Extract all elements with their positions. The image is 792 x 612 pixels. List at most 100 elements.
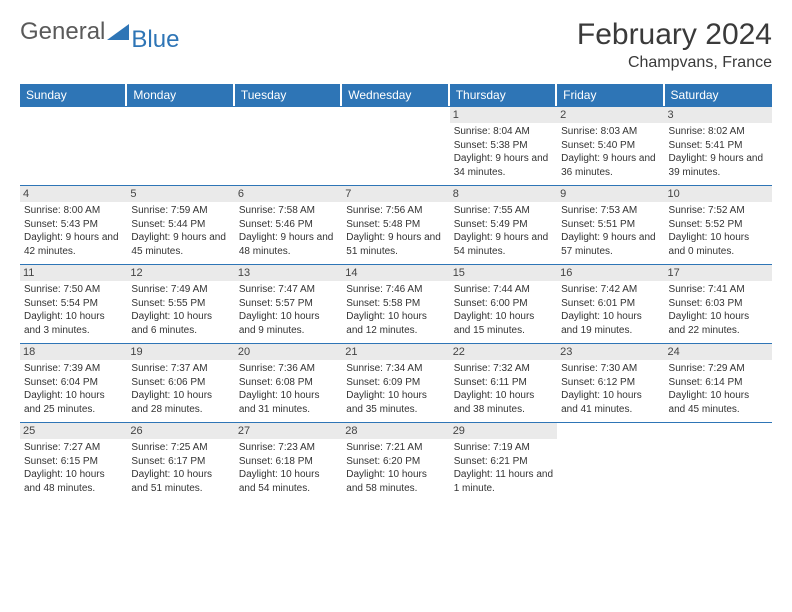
calendar-cell: 7Sunrise: 7:56 AMSunset: 5:48 PMDaylight… <box>342 185 449 264</box>
sunrise-line: Sunrise: 7:46 AM <box>346 283 445 297</box>
day-number: 28 <box>342 423 449 439</box>
sunrise-line: Sunrise: 7:44 AM <box>454 283 553 297</box>
day-number: 22 <box>450 344 557 360</box>
sunset-line: Sunset: 6:18 PM <box>239 455 338 469</box>
sunrise-line: Sunrise: 7:37 AM <box>131 362 230 376</box>
calendar-cell: . <box>342 106 449 185</box>
calendar-cell: 17Sunrise: 7:41 AMSunset: 6:03 PMDayligh… <box>665 264 772 343</box>
daylight-line: Daylight: 10 hours and 22 minutes. <box>669 310 768 337</box>
day-number: 11 <box>20 265 127 281</box>
calendar-cell: 6Sunrise: 7:58 AMSunset: 5:46 PMDaylight… <box>235 185 342 264</box>
daylight-line: Daylight: 10 hours and 38 minutes. <box>454 389 553 416</box>
sunrise-line: Sunrise: 7:25 AM <box>131 441 230 455</box>
day-number: 12 <box>127 265 234 281</box>
sunset-line: Sunset: 6:04 PM <box>24 376 123 390</box>
daylight-line: Daylight: 9 hours and 42 minutes. <box>24 231 123 258</box>
daylight-line: Daylight: 9 hours and 48 minutes. <box>239 231 338 258</box>
daylight-line: Daylight: 9 hours and 45 minutes. <box>131 231 230 258</box>
sunset-line: Sunset: 6:11 PM <box>454 376 553 390</box>
sunrise-line: Sunrise: 7:32 AM <box>454 362 553 376</box>
sunset-line: Sunset: 6:01 PM <box>561 297 660 311</box>
day-number: 15 <box>450 265 557 281</box>
sunset-line: Sunset: 6:00 PM <box>454 297 553 311</box>
weekday-sun: Sunday <box>20 84 127 106</box>
daylight-line: Daylight: 10 hours and 28 minutes. <box>131 389 230 416</box>
day-number: 16 <box>557 265 664 281</box>
calendar-cell: 24Sunrise: 7:29 AMSunset: 6:14 PMDayligh… <box>665 343 772 422</box>
sunset-line: Sunset: 6:03 PM <box>669 297 768 311</box>
daylight-line: Daylight: 9 hours and 54 minutes. <box>454 231 553 258</box>
day-number: 29 <box>450 423 557 439</box>
calendar-cell: 20Sunrise: 7:36 AMSunset: 6:08 PMDayligh… <box>235 343 342 422</box>
daylight-line: Daylight: 9 hours and 57 minutes. <box>561 231 660 258</box>
day-number: 2 <box>557 107 664 123</box>
calendar: Sunday Monday Tuesday Wednesday Thursday… <box>20 84 772 501</box>
sunset-line: Sunset: 6:14 PM <box>669 376 768 390</box>
sunset-line: Sunset: 5:55 PM <box>131 297 230 311</box>
daylight-line: Daylight: 10 hours and 12 minutes. <box>346 310 445 337</box>
day-number: 5 <box>127 186 234 202</box>
sunset-line: Sunset: 5:46 PM <box>239 218 338 232</box>
day-number: 9 <box>557 186 664 202</box>
daylight-line: Daylight: 11 hours and 1 minute. <box>454 468 553 495</box>
day-number: 23 <box>557 344 664 360</box>
sunrise-line: Sunrise: 7:30 AM <box>561 362 660 376</box>
calendar-cell: 1Sunrise: 8:04 AMSunset: 5:38 PMDaylight… <box>450 106 557 185</box>
sunrise-line: Sunrise: 8:02 AM <box>669 125 768 139</box>
daylight-line: Daylight: 10 hours and 0 minutes. <box>669 231 768 258</box>
sunset-line: Sunset: 5:57 PM <box>239 297 338 311</box>
sunrise-line: Sunrise: 7:53 AM <box>561 204 660 218</box>
sunset-line: Sunset: 5:58 PM <box>346 297 445 311</box>
calendar-row: ....1Sunrise: 8:04 AMSunset: 5:38 PMDayl… <box>20 106 772 185</box>
weekday-mon: Monday <box>127 84 234 106</box>
sunrise-line: Sunrise: 8:04 AM <box>454 125 553 139</box>
logo-triangle-icon <box>107 24 129 40</box>
day-number: 4 <box>20 186 127 202</box>
calendar-cell: . <box>665 422 772 501</box>
calendar-cell: 27Sunrise: 7:23 AMSunset: 6:18 PMDayligh… <box>235 422 342 501</box>
logo: General Blue <box>20 18 179 46</box>
calendar-cell: . <box>235 106 342 185</box>
day-number: 8 <box>450 186 557 202</box>
calendar-row: 11Sunrise: 7:50 AMSunset: 5:54 PMDayligh… <box>20 264 772 343</box>
calendar-cell: 3Sunrise: 8:02 AMSunset: 5:41 PMDaylight… <box>665 106 772 185</box>
sunrise-line: Sunrise: 7:42 AM <box>561 283 660 297</box>
daylight-line: Daylight: 10 hours and 9 minutes. <box>239 310 338 337</box>
calendar-cell: 12Sunrise: 7:49 AMSunset: 5:55 PMDayligh… <box>127 264 234 343</box>
sunrise-line: Sunrise: 7:47 AM <box>239 283 338 297</box>
sunset-line: Sunset: 6:12 PM <box>561 376 660 390</box>
sunset-line: Sunset: 6:08 PM <box>239 376 338 390</box>
daylight-line: Daylight: 9 hours and 51 minutes. <box>346 231 445 258</box>
sunset-line: Sunset: 6:20 PM <box>346 455 445 469</box>
daylight-line: Daylight: 10 hours and 48 minutes. <box>24 468 123 495</box>
day-number: 6 <box>235 186 342 202</box>
daylight-line: Daylight: 10 hours and 6 minutes. <box>131 310 230 337</box>
calendar-cell: 19Sunrise: 7:37 AMSunset: 6:06 PMDayligh… <box>127 343 234 422</box>
calendar-cell: 8Sunrise: 7:55 AMSunset: 5:49 PMDaylight… <box>450 185 557 264</box>
daylight-line: Daylight: 10 hours and 3 minutes. <box>24 310 123 337</box>
sunrise-line: Sunrise: 7:50 AM <box>24 283 123 297</box>
calendar-cell: 15Sunrise: 7:44 AMSunset: 6:00 PMDayligh… <box>450 264 557 343</box>
sunrise-line: Sunrise: 7:21 AM <box>346 441 445 455</box>
daylight-line: Daylight: 10 hours and 31 minutes. <box>239 389 338 416</box>
calendar-cell: 25Sunrise: 7:27 AMSunset: 6:15 PMDayligh… <box>20 422 127 501</box>
calendar-cell: 28Sunrise: 7:21 AMSunset: 6:20 PMDayligh… <box>342 422 449 501</box>
calendar-cell: 22 Sunrise: 7:32 AMSunset: 6:11 PMDayligh… <box>450 343 557 422</box>
day-number: 19 <box>127 344 234 360</box>
day-number: 10 <box>665 186 772 202</box>
header: General Blue February 2024 Champvans, Fr… <box>20 18 772 72</box>
weekday-sat: Saturday <box>665 84 772 106</box>
sunrise-line: Sunrise: 7:19 AM <box>454 441 553 455</box>
calendar-cell: 26Sunrise: 7:25 AMSunset: 6:17 PMDayligh… <box>127 422 234 501</box>
sunrise-line: Sunrise: 7:56 AM <box>346 204 445 218</box>
sunset-line: Sunset: 6:15 PM <box>24 455 123 469</box>
daylight-line: Daylight: 9 hours and 39 minutes. <box>669 152 768 179</box>
calendar-row: 4Sunrise: 8:00 AMSunset: 5:43 PMDaylight… <box>20 185 772 264</box>
sunrise-line: Sunrise: 7:36 AM <box>239 362 338 376</box>
title-block: February 2024 Champvans, France <box>577 18 772 72</box>
sunrise-line: Sunrise: 8:03 AM <box>561 125 660 139</box>
calendar-row: 25Sunrise: 7:27 AMSunset: 6:15 PMDayligh… <box>20 422 772 501</box>
sunrise-line: Sunrise: 7:41 AM <box>669 283 768 297</box>
calendar-cell: 5Sunrise: 7:59 AMSunset: 5:44 PMDaylight… <box>127 185 234 264</box>
day-number: 24 <box>665 344 772 360</box>
